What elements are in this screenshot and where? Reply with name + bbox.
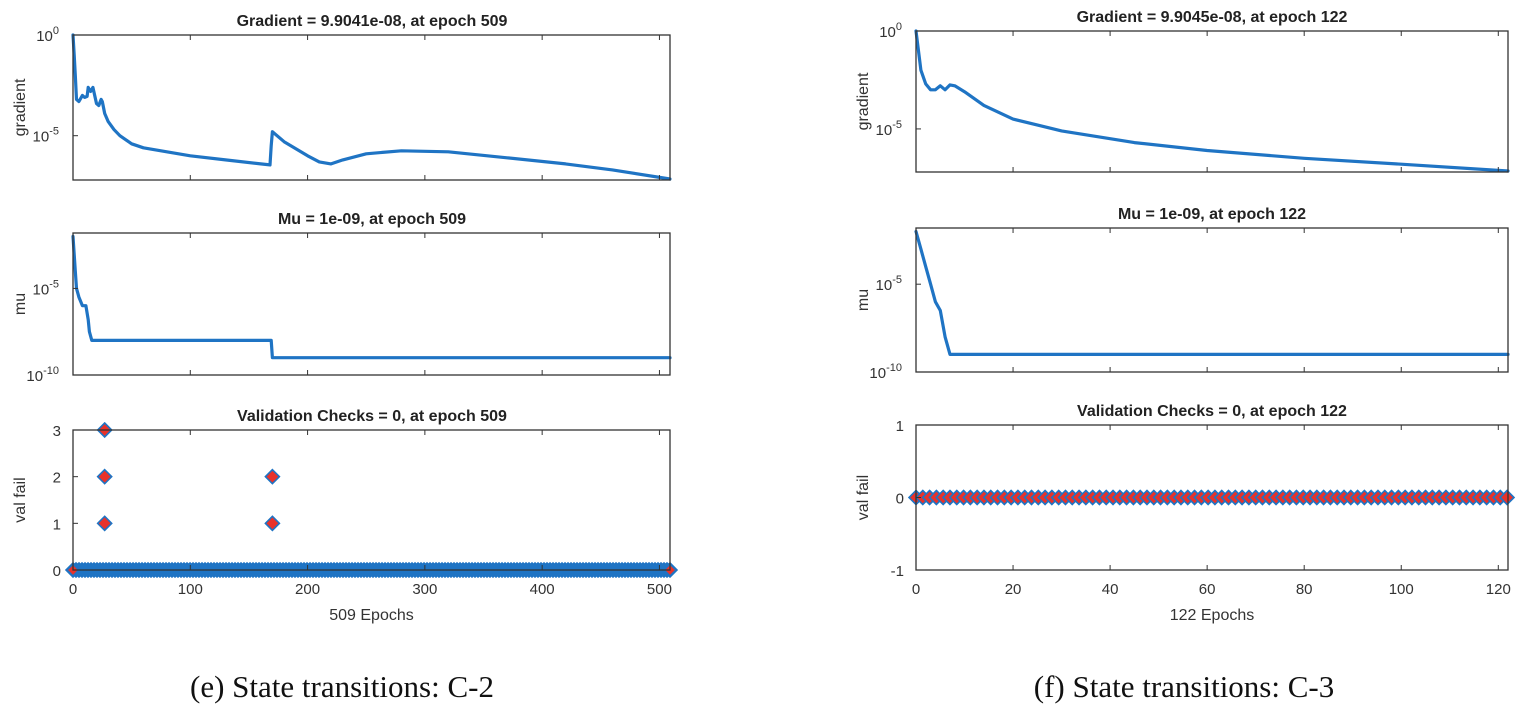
y-tick-exponent: 0 (53, 25, 59, 37)
y-tick-label: 100 (36, 25, 59, 45)
val-fail-point (264, 468, 281, 485)
y-axis-label: mu (855, 289, 872, 311)
plot-area (71, 234, 672, 360)
plot-area (65, 422, 678, 578)
axes-frame (72, 429, 671, 571)
axes-frame (915, 30, 1509, 173)
axes-frame (915, 227, 1509, 373)
subplot-title: Mu = 1e-09, at epoch 122 (1118, 206, 1306, 223)
x-tick-label: 200 (295, 581, 320, 598)
y-tick-base: 10 (33, 281, 50, 298)
y-tick-label: 10-5 (33, 278, 59, 298)
y-tick-exponent: 0 (896, 21, 902, 33)
x-tick-label: 500 (647, 581, 672, 598)
y-axis-label: gradient (855, 72, 872, 130)
y-tick-base: 10 (36, 28, 53, 45)
val-fail-point (96, 515, 113, 532)
x-axis-label: 509 Epochs (329, 607, 414, 624)
y-tick-base: 10 (879, 24, 896, 41)
axes-frame (72, 34, 671, 181)
y-tick-label: 1 (53, 516, 61, 533)
y-axis-label: val fail (12, 477, 29, 522)
y-tick-base: 10 (876, 122, 893, 139)
x-tick-label: 60 (1199, 581, 1216, 598)
y-tick-base: 10 (876, 277, 893, 294)
y-tick-base: 10 (26, 368, 43, 385)
series-line (914, 29, 1510, 173)
y-axis-label: mu (12, 293, 29, 315)
y-tick-exponent: -10 (43, 365, 59, 377)
y-tick-label: 10-5 (876, 119, 902, 139)
x-tick-label: 400 (530, 581, 555, 598)
subplot-e-validation: Validation Checks = 0, at epoch 509 val f… (12, 408, 678, 598)
x-tick-label: 0 (912, 581, 920, 598)
plot-area (71, 33, 672, 181)
x-tick-label: 100 (1389, 581, 1414, 598)
x-tick-label: 120 (1486, 581, 1511, 598)
subplot-title: Validation Checks = 0, at epoch 509 (237, 408, 507, 425)
y-tick-label: 0 (896, 491, 904, 508)
subplot-f-gradient: Gradient = 9.9045e-08, at epoch 122 gradi… (855, 9, 1510, 173)
plot-area (914, 29, 1510, 173)
x-tick-label: 300 (412, 581, 437, 598)
y-tick-label: -1 (891, 563, 904, 580)
subplot-title: Mu = 1e-09, at epoch 509 (278, 211, 466, 228)
val-fail-point (264, 515, 281, 532)
subplot-title: Gradient = 9.9041e-08, at epoch 509 (237, 13, 508, 30)
subplot-title: Gradient = 9.9045e-08, at epoch 122 (1077, 9, 1348, 26)
y-tick-exponent: -5 (49, 126, 59, 138)
panel-f-state-transitions-c3: Gradient = 9.9045e-08, at epoch 122 gradi… (855, 9, 1516, 704)
subplot-e-gradient: Gradient = 9.9041e-08, at epoch 509 gradi… (12, 13, 672, 181)
y-tick-label: 10-10 (869, 362, 902, 382)
y-tick-label: 10-10 (26, 365, 59, 385)
subplot-f-validation: Validation Checks = 0, at epoch 122 val f… (855, 403, 1516, 598)
series-line (71, 234, 672, 360)
y-tick-exponent: -5 (49, 278, 59, 290)
y-tick-exponent: -10 (886, 362, 902, 374)
y-tick-label: 100 (879, 21, 902, 41)
x-tick-label: 100 (178, 581, 203, 598)
y-tick-label: 3 (53, 423, 61, 440)
panel-caption: (f) State transitions: C-3 (1034, 669, 1334, 704)
x-tick-label: 0 (69, 581, 77, 598)
x-axis-label: 122 Epochs (1170, 607, 1255, 624)
x-tick-label: 80 (1296, 581, 1313, 598)
y-axis-label: val fail (855, 475, 872, 520)
subplot-title: Validation Checks = 0, at epoch 122 (1077, 403, 1347, 420)
y-tick-label: 10-5 (876, 274, 902, 294)
y-tick-base: 10 (869, 365, 886, 382)
panel-e-state-transitions-c2: Gradient = 9.9041e-08, at epoch 509 gradi… (12, 13, 678, 704)
y-tick-exponent: -5 (892, 274, 902, 286)
series-line (914, 229, 1510, 356)
zero-fail-marker (1498, 489, 1516, 506)
plot-area (908, 489, 1516, 506)
y-tick-label: 0 (53, 563, 61, 580)
panel-caption: (e) State transitions: C-2 (190, 669, 494, 704)
y-tick-base: 10 (33, 129, 50, 146)
series-line (71, 33, 672, 181)
axes-frame (72, 232, 671, 376)
x-tick-label: 40 (1102, 581, 1119, 598)
y-tick-exponent: -5 (892, 119, 902, 131)
y-tick-label: 2 (53, 470, 61, 487)
y-tick-label: 1 (896, 418, 904, 435)
y-axis-label: gradient (12, 78, 29, 136)
val-fail-point (96, 468, 113, 485)
y-tick-label: 10-5 (33, 126, 59, 146)
x-tick-label: 20 (1005, 581, 1022, 598)
plot-area (914, 229, 1510, 356)
